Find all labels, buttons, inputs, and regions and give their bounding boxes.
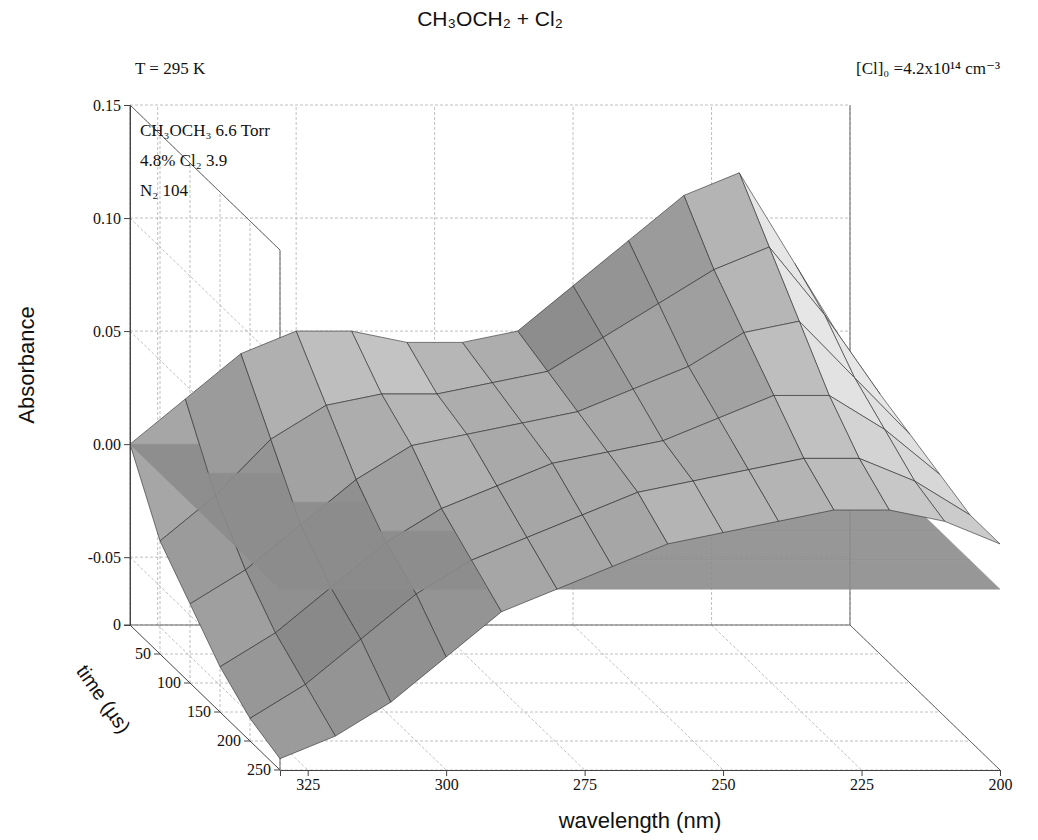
title: CH₃OCH₂ + Cl₂ [417, 7, 563, 30]
grid-line [130, 218, 280, 363]
surface-cell [472, 538, 557, 612]
tick-mark [585, 770, 586, 776]
tick: 275 [573, 770, 597, 793]
frame [130, 105, 1000, 770]
axis-domain [281, 771, 1001, 777]
grid-line [573, 625, 723, 770]
grid-line [250, 741, 970, 742]
tick-label: 50 [135, 645, 151, 662]
tick: 225 [850, 770, 874, 793]
tick-label: 325 [296, 776, 320, 793]
walls [130, 105, 1000, 770]
tick-label: 250 [712, 776, 736, 793]
tick-mark [124, 625, 130, 626]
grid-line [160, 134, 161, 654]
z-axis: -0.05 0.00 0.05 0.10 0.15 [88, 97, 131, 626]
floor [130, 625, 1000, 770]
grid-line [712, 625, 862, 770]
tick: 200 [989, 770, 1013, 793]
tick-label: 225 [850, 776, 874, 793]
tick: 0.00 [93, 436, 130, 453]
axis-domain [124, 106, 131, 626]
grid-line [130, 105, 280, 250]
tick-mark [124, 557, 130, 558]
annotation: 4.8% Cl₂ 3.9 [140, 151, 227, 170]
axis-title: Absorbance [14, 306, 39, 423]
tick-label: 300 [435, 776, 459, 793]
tick-mark [446, 770, 447, 776]
x-axis: 200 225 250 275 300 325 [281, 770, 1013, 793]
tick-mark [1000, 770, 1001, 776]
tick: 325 [296, 770, 320, 793]
tick-mark [244, 741, 250, 742]
axis-title: wavelength (nm) [558, 808, 722, 833]
grid-line [130, 105, 850, 106]
tick-label: 200 [217, 732, 241, 749]
tick-mark [124, 218, 130, 219]
annotation: T = 295 K [135, 59, 206, 78]
tick-mark [308, 770, 309, 776]
tick: 300 [435, 770, 459, 793]
tick-mark [154, 654, 160, 655]
tick-label: 200 [989, 776, 1013, 793]
annotation: CH₃OCH₃ 6.6 Torr [140, 121, 270, 140]
tick-mark [124, 444, 130, 445]
y-axis: 0 50 100 150 200 250 [113, 616, 280, 778]
tick-label: 0.10 [93, 210, 121, 227]
tick-mark [862, 770, 863, 776]
tick-label: 275 [573, 776, 597, 793]
annotation: [Cl]₀ =4.2x10¹⁴ cm⁻³ [856, 59, 1000, 78]
grid-line [850, 625, 1000, 770]
chart: 200 225 250 275 300 325 -0.05 0.00 0.05 0.10 0.15 0… [0, 0, 1038, 840]
tick-label: 0.00 [93, 436, 121, 453]
tick: -0.05 [88, 549, 130, 566]
tick-label: 100 [157, 674, 181, 691]
tick-label: 0 [113, 616, 121, 633]
annotation: N₂ 104 [140, 181, 188, 200]
surface [130, 173, 1000, 759]
tick-mark [124, 331, 130, 332]
tick-label: 250 [247, 761, 271, 778]
tick-mark [723, 770, 724, 776]
tick-mark [214, 712, 220, 713]
frame-edge [130, 105, 280, 250]
tick-label: 0.05 [93, 323, 121, 340]
tick: 250 [712, 770, 736, 793]
tick: 0.05 [93, 323, 130, 340]
reference-plane [250, 560, 1000, 589]
axis-title: time (µs) [72, 661, 135, 738]
tick-mark [184, 683, 190, 684]
surface-cell [250, 684, 335, 758]
tick-label: 150 [187, 703, 211, 720]
tick-label: 0.15 [93, 97, 121, 114]
axis-domain [130, 625, 280, 770]
frame-edge [850, 625, 1000, 770]
tick-label: -0.05 [88, 549, 121, 566]
tick: 0.15 [93, 97, 130, 114]
tick-mark [124, 105, 130, 106]
tick-mark [274, 770, 280, 771]
grid [130, 105, 1000, 770]
tick: 0.10 [93, 210, 130, 227]
